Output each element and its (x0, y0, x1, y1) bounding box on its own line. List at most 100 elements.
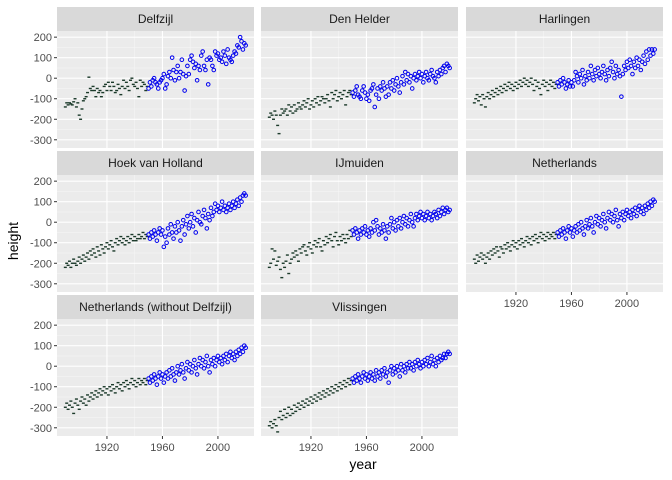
late-point (613, 63, 619, 69)
late-point (382, 228, 387, 233)
late-point (577, 71, 583, 77)
panel-background (57, 31, 254, 148)
facet-hoek-van-holland: Hoek van Holland -300 -200 -100 0 100 200 (30, 151, 254, 292)
facet-harlingen: Harlingen (466, 7, 663, 148)
late-point (162, 86, 168, 91)
late-point (583, 73, 588, 79)
late-point (198, 221, 204, 227)
facet-delfzijl: Delfzijl -300 -200 -100 0 100 200 (30, 7, 254, 148)
facet-title: Vlissingen (332, 300, 387, 314)
late-point (155, 86, 161, 91)
panel-background (466, 175, 663, 292)
facet-strip (57, 7, 254, 31)
late-point (169, 365, 175, 371)
late-point (351, 94, 357, 99)
late-point (573, 69, 578, 75)
late-point (243, 43, 248, 48)
panel-background (261, 31, 458, 148)
late-point (372, 378, 378, 383)
late-point (440, 355, 446, 361)
late-point (358, 96, 364, 102)
late-point (652, 47, 657, 52)
late-point (441, 351, 447, 357)
late-point (218, 55, 224, 60)
late-point (176, 372, 182, 377)
late-point (585, 226, 591, 231)
late-point (650, 51, 656, 56)
late-point (175, 219, 180, 225)
y-tick-label: -200 (30, 402, 52, 414)
late-point (365, 92, 371, 97)
late-point (212, 363, 218, 369)
late-point (161, 380, 167, 385)
late-point (396, 368, 401, 373)
late-point (443, 69, 448, 75)
late-point (621, 217, 627, 223)
late-point (219, 59, 225, 65)
late-point (180, 370, 186, 375)
late-point (373, 217, 379, 223)
late-point (222, 53, 228, 58)
late-point (160, 228, 165, 233)
late-point (652, 199, 657, 204)
late-point (447, 207, 452, 213)
late-point (167, 69, 172, 75)
late-point (396, 84, 401, 89)
late-point (386, 230, 391, 235)
late-point (189, 53, 194, 58)
late-point (382, 365, 387, 371)
late-point (405, 365, 411, 371)
late-point (560, 75, 566, 81)
late-point (378, 376, 383, 381)
late-point (171, 236, 176, 241)
late-point (638, 67, 644, 73)
late-point (355, 372, 361, 377)
late-point (228, 207, 233, 213)
x-tick-label: 2000 (615, 298, 639, 310)
y-tick-label: -300 (30, 423, 52, 435)
late-point (186, 226, 192, 231)
late-point (422, 217, 428, 223)
x-tick-label: 2000 (206, 442, 230, 454)
late-point (386, 92, 391, 97)
late-point (397, 374, 403, 379)
late-point (383, 236, 389, 241)
late-point (362, 224, 368, 229)
x-tick-label: 1960 (559, 298, 583, 310)
late-point (616, 67, 621, 73)
late-point (175, 363, 180, 369)
late-point (164, 240, 169, 246)
late-point (219, 199, 225, 204)
late-point (447, 351, 452, 357)
late-point (366, 234, 372, 239)
late-point (621, 63, 627, 69)
facet-vlissingen: Vlissingen 1920 1960 2000 (261, 295, 458, 454)
late-point (239, 199, 244, 204)
late-point (627, 57, 633, 63)
late-point (182, 232, 187, 237)
late-point (193, 365, 199, 371)
late-point (196, 209, 201, 215)
late-point (162, 234, 168, 239)
panel-background (261, 319, 458, 436)
late-point (432, 75, 437, 81)
late-point (201, 63, 207, 69)
late-point (190, 224, 196, 229)
late-point (175, 63, 180, 69)
late-point (203, 215, 208, 221)
y-tick-label: 200 (34, 32, 52, 44)
late-point (221, 49, 226, 54)
y-tick-label: -100 (30, 238, 52, 250)
late-point (353, 226, 358, 231)
late-point (203, 67, 208, 73)
late-point (369, 86, 375, 91)
late-point (210, 213, 215, 219)
late-point (201, 365, 207, 371)
facet-title: IJmuiden (335, 156, 384, 170)
facet-strip (261, 7, 458, 31)
late-point (433, 363, 439, 369)
late-point (185, 213, 190, 219)
y-tick-label: -300 (30, 135, 52, 147)
late-point (620, 71, 626, 77)
late-point (240, 349, 246, 355)
